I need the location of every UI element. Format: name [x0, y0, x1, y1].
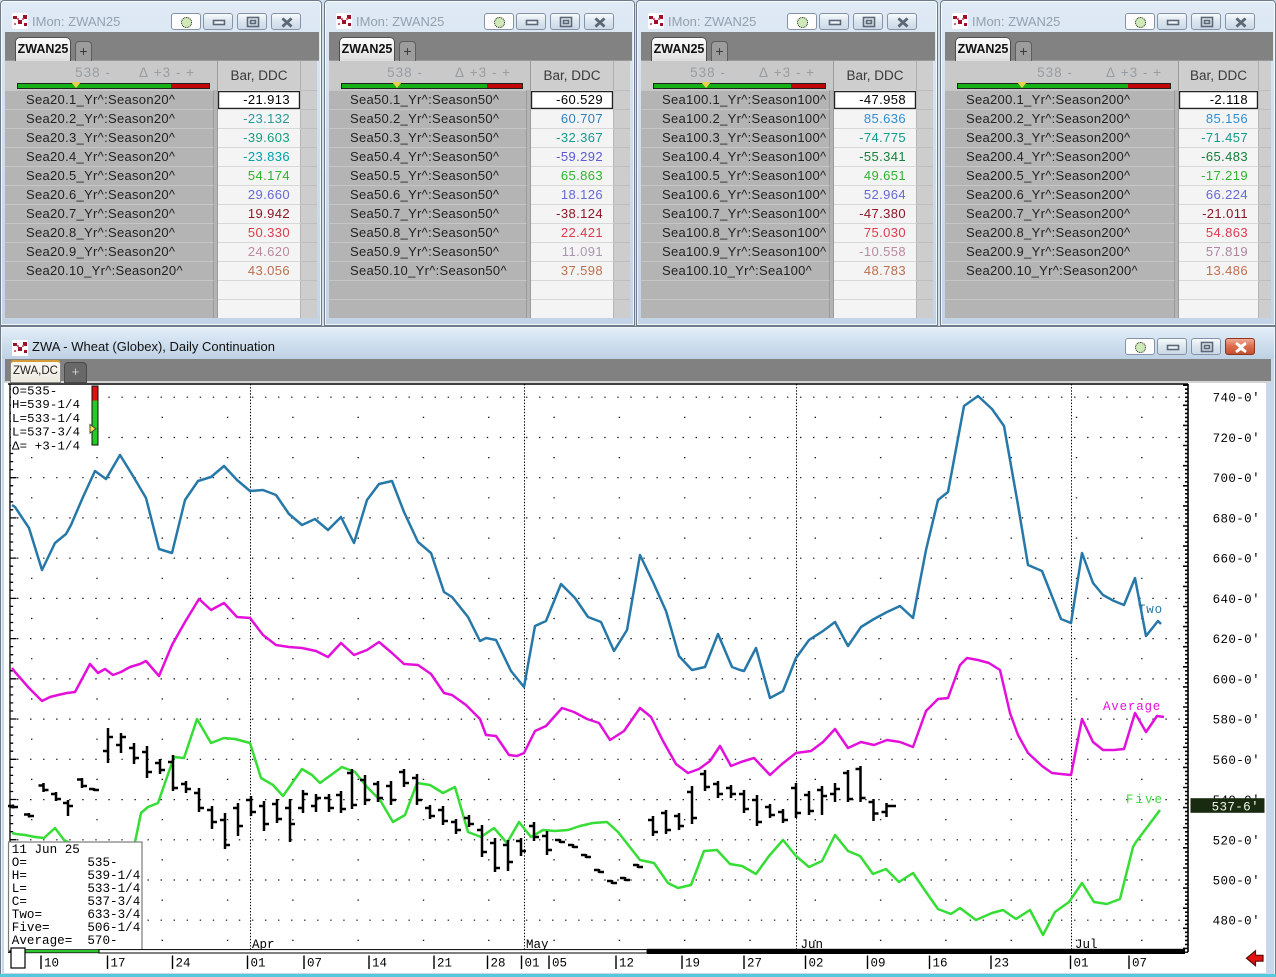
svg-text:520-0': 520-0': [1213, 834, 1260, 848]
svg-text:Two: Two: [1138, 603, 1163, 617]
svg-text:24: 24: [176, 957, 191, 971]
svg-text:560-0': 560-0': [1213, 754, 1260, 768]
svg-text:O=535-: O=535-: [12, 385, 57, 399]
svg-text:11 Jun 25: 11 Jun 25: [12, 843, 80, 857]
svg-text:02: 02: [809, 957, 824, 971]
svg-text:12: 12: [619, 957, 634, 971]
svg-text:L= 533-1/4: L= 533-1/4: [12, 882, 140, 896]
svg-text:01: 01: [525, 957, 540, 971]
svg-text:L=537-3/4: L=537-3/4: [12, 426, 80, 440]
svg-text:10: 10: [44, 957, 59, 971]
svg-text:640-0': 640-0': [1213, 593, 1260, 607]
svg-text:Five= 506-1/4: Five= 506-1/4: [12, 921, 140, 935]
svg-text:May: May: [526, 938, 549, 952]
svg-text:07: 07: [307, 957, 322, 971]
svg-text:23: 23: [994, 957, 1009, 971]
svg-text:720-0': 720-0': [1213, 432, 1260, 446]
svg-text:Average: Average: [1103, 700, 1161, 714]
svg-text:600-0': 600-0': [1213, 673, 1260, 687]
svg-text:28: 28: [491, 957, 506, 971]
svg-text:05: 05: [552, 957, 567, 971]
svg-text:C= 537-3/4: C= 537-3/4: [12, 895, 140, 909]
svg-text:700-0': 700-0': [1213, 472, 1260, 486]
svg-text:Two= 633-3/4: Two= 633-3/4: [12, 908, 140, 922]
svg-text:16: 16: [933, 957, 948, 971]
svg-text:Average= 570-: Average= 570-: [12, 934, 118, 948]
svg-text:680-0': 680-0': [1213, 512, 1260, 526]
svg-text:Jul: Jul: [1075, 938, 1098, 952]
svg-text:17: 17: [111, 957, 126, 971]
svg-text:Five: Five: [1126, 793, 1164, 807]
svg-text:H=539-1/4: H=539-1/4: [12, 398, 80, 412]
svg-text:660-0': 660-0': [1213, 553, 1260, 567]
svg-text:Apr: Apr: [252, 938, 275, 952]
svg-text:07: 07: [1132, 957, 1147, 971]
svg-text:500-0': 500-0': [1213, 875, 1260, 889]
svg-text:01: 01: [1074, 957, 1089, 971]
svg-text:580-0': 580-0': [1213, 714, 1260, 728]
svg-text:480-0': 480-0': [1213, 915, 1260, 929]
svg-text:19: 19: [685, 957, 700, 971]
svg-text:01: 01: [251, 957, 266, 971]
svg-text:21: 21: [437, 957, 452, 971]
svg-text:L=533-1/4: L=533-1/4: [12, 412, 80, 426]
svg-text:Jun: Jun: [801, 938, 824, 952]
svg-text:537-6': 537-6': [1212, 800, 1259, 814]
svg-text:Δ= +3-1/4: Δ= +3-1/4: [12, 439, 80, 453]
svg-text:27: 27: [747, 957, 762, 971]
svg-text:14: 14: [372, 957, 387, 971]
svg-text:H= 539-1/4: H= 539-1/4: [12, 869, 140, 883]
svg-text:O= 535-: O= 535-: [12, 856, 118, 870]
svg-text:740-0': 740-0': [1213, 392, 1260, 406]
svg-text:09: 09: [871, 957, 886, 971]
svg-text:620-0': 620-0': [1213, 633, 1260, 647]
